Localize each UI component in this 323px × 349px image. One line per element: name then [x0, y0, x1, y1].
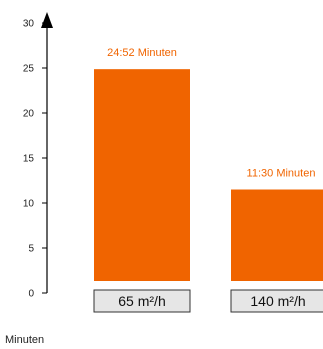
category-labels: 65 m²/h 140 m²/h	[93, 289, 323, 313]
category-box	[230, 289, 323, 313]
y-tick-label: 25	[23, 64, 35, 75]
bar	[231, 189, 323, 281]
bar-value-labels: 24:52 Minuten 11:30 Minuten	[107, 47, 315, 179]
y-tick-label: 15	[23, 154, 35, 165]
y-tick-label: 10	[23, 199, 35, 210]
y-tick-label: 0	[28, 289, 34, 300]
y-axis: 0 5 10 15 20 25 30	[23, 12, 53, 300]
y-axis-arrow-icon	[41, 12, 53, 28]
y-tick-label: 30	[23, 19, 35, 30]
y-axis-label: Minuten	[5, 334, 44, 346]
bars	[94, 69, 323, 281]
bar	[94, 69, 190, 281]
y-tick-label: 20	[23, 109, 35, 120]
bar-value-label: 24:52 Minuten	[107, 47, 177, 59]
y-tick-label: 5	[28, 244, 34, 255]
bar-value-label: 11:30 Minuten	[247, 168, 316, 180]
category-box	[93, 289, 191, 313]
category-label: 140 m²/h	[250, 293, 305, 309]
category-label: 65 m²/h	[118, 293, 165, 309]
